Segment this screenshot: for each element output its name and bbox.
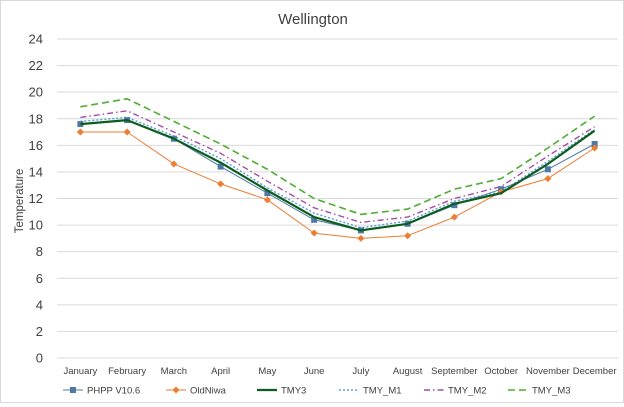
y-tick-label: 4 <box>36 297 43 312</box>
gridlines <box>57 38 618 359</box>
data-point <box>311 216 318 223</box>
legend-label: TMY_M3 <box>532 386 571 397</box>
data-point <box>264 190 271 197</box>
y-tick-label: 2 <box>36 324 43 339</box>
data-point <box>310 229 318 237</box>
legend-marker <box>70 387 76 393</box>
y-axis-label: Temperature <box>14 169 26 234</box>
data-point <box>591 144 599 152</box>
legend-label: TMY_M1 <box>363 386 402 397</box>
y-tick-label: 10 <box>29 218 43 233</box>
legend-marker <box>172 386 180 394</box>
x-tick-label: June <box>304 366 325 377</box>
y-tick-label: 20 <box>29 85 43 100</box>
legend-label: PHPP V10.6 <box>87 386 140 397</box>
series-line-tmy3 <box>80 118 596 232</box>
y-tick-label: 16 <box>29 138 43 153</box>
data-point <box>263 196 271 204</box>
legend-label: TMY3 <box>281 386 306 397</box>
series-oldniwa <box>76 128 599 242</box>
series-tmy3 <box>80 118 596 232</box>
series-line-oldniwa <box>80 131 595 239</box>
data-point <box>76 128 84 136</box>
data-point <box>217 180 225 188</box>
series-tmy-m2 <box>80 110 595 224</box>
legend-label: TMY_M2 <box>448 386 487 397</box>
y-tick-label: 24 <box>29 32 43 47</box>
x-tick-label: April <box>211 366 230 377</box>
series-line-tmy-m1 <box>80 116 595 229</box>
chart-title: Wellington <box>278 11 348 28</box>
x-axis-ticks: January February March April May June July Augu… <box>63 366 616 377</box>
y-tick-label: 8 <box>36 244 43 259</box>
x-tick-label: May <box>258 366 276 377</box>
series-lines <box>76 98 599 242</box>
y-tick-label: 0 <box>36 351 43 366</box>
series-tmy-m1 <box>80 116 595 229</box>
x-tick-label: March <box>161 366 187 377</box>
y-tick-label: 18 <box>29 111 43 126</box>
x-tick-label: October <box>484 366 518 377</box>
y-tick-label: 22 <box>29 58 43 73</box>
data-point <box>357 234 365 242</box>
legend-item-tmy-m2: TMY_M2 <box>424 386 487 397</box>
series-line-tmy-m2 <box>80 110 595 224</box>
x-tick-label: August <box>393 366 423 377</box>
x-tick-label: November <box>526 366 570 377</box>
legend-label: OldNiwa <box>190 386 227 397</box>
data-point <box>123 128 131 136</box>
legend-item-oldniwa: OldNiwa <box>166 386 227 397</box>
x-tick-label: January <box>63 366 97 377</box>
y-tick-label: 6 <box>36 271 43 286</box>
data-point <box>77 121 84 128</box>
y-tick-label: 14 <box>29 164 43 179</box>
data-point <box>404 232 412 240</box>
data-point <box>591 141 598 148</box>
x-tick-label: September <box>431 366 477 377</box>
data-point <box>217 163 224 170</box>
legend-item-tmy3: TMY3 <box>257 386 306 397</box>
y-tick-label: 12 <box>29 191 43 206</box>
series-tmy-m3 <box>80 98 596 216</box>
data-point <box>450 213 458 221</box>
legend-item-phpp-v10-6: PHPP V10.6 <box>63 386 140 397</box>
x-tick-label: July <box>352 366 369 377</box>
x-tick-label: December <box>573 366 617 377</box>
data-point <box>544 166 551 173</box>
series-line-tmy-m3 <box>80 98 596 216</box>
x-tick-label: February <box>108 366 146 377</box>
legend-item-tmy-m1: TMY_M1 <box>339 386 402 397</box>
legend: PHPP V10.6 OldNiwa TMY3 TMY_M1 TMY_M2 TMY_M3 <box>63 386 571 397</box>
data-point <box>170 160 178 168</box>
data-point <box>451 202 458 209</box>
data-point <box>544 175 552 183</box>
legend-item-tmy-m3: TMY_M3 <box>508 386 571 397</box>
